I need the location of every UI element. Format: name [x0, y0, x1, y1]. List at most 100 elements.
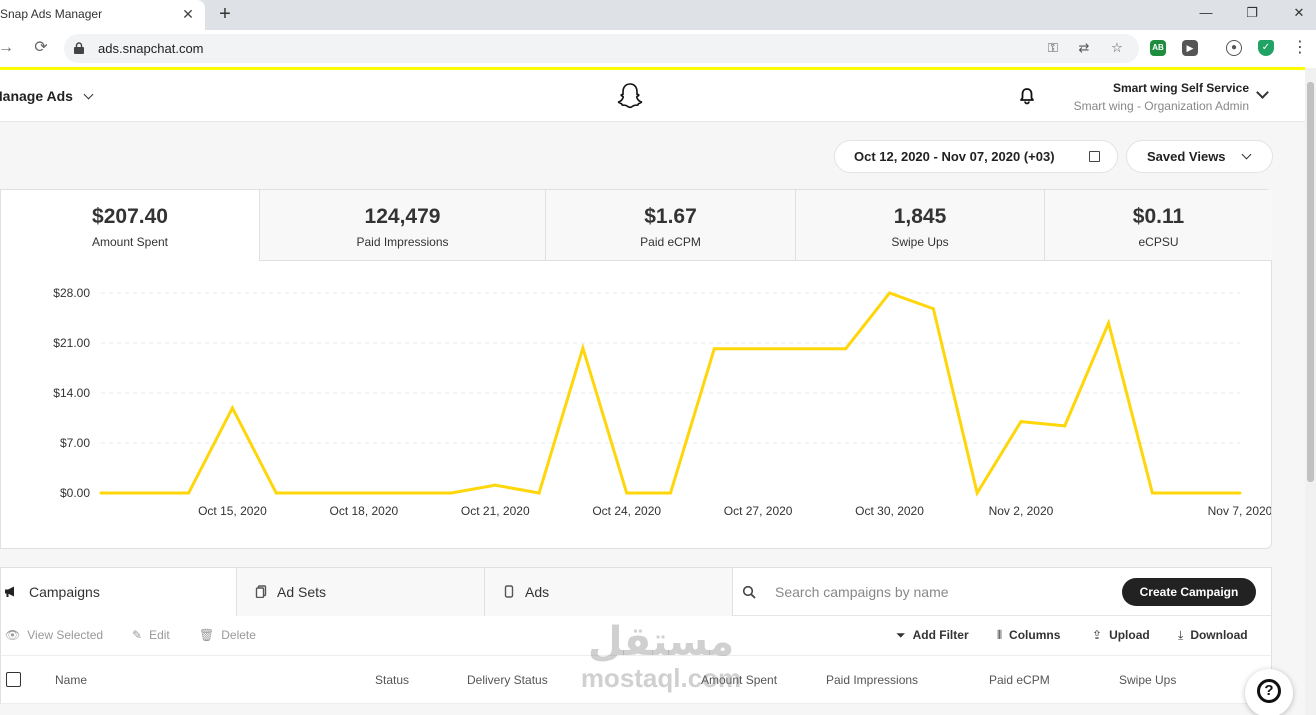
data-point[interactable] — [1150, 491, 1154, 495]
address-bar[interactable]: ads.snapchat.com ⚿ ⇄ ☆ — [64, 34, 1139, 63]
data-point[interactable] — [493, 483, 497, 487]
star-icon[interactable]: ☆ — [1111, 40, 1123, 55]
column-header-paid-ecpm[interactable]: Paid eCPM — [989, 673, 1050, 687]
scrollbar-thumb[interactable] — [1307, 82, 1314, 482]
search-icon — [742, 585, 756, 599]
data-point[interactable] — [975, 491, 979, 495]
data-point[interactable] — [537, 491, 541, 495]
y-tick-label: $0.00 — [60, 486, 90, 500]
page-scrollbar[interactable] — [1305, 68, 1316, 715]
download-button[interactable]: ⤓ Download — [1178, 628, 1248, 643]
data-point[interactable] — [1238, 491, 1242, 495]
data-point[interactable] — [888, 291, 892, 295]
upload-button[interactable]: ⇪ Upload — [1092, 628, 1150, 642]
ad-sets-icon — [255, 585, 267, 598]
delete-button[interactable]: 🗑 Delete — [199, 628, 256, 642]
reload-icon[interactable]: ⟳ — [34, 39, 48, 56]
columns-button[interactable]: ⫴ Columns — [997, 628, 1060, 643]
y-tick-label: $14.00 — [53, 386, 90, 400]
column-header-swipe-ups[interactable]: Swipe Ups — [1119, 673, 1177, 687]
restore-icon[interactable]: ❐ — [1246, 5, 1258, 20]
metric-tab-amount-spent[interactable]: $207.40 Amount Spent — [1, 190, 260, 261]
notification-bell-icon[interactable] — [1018, 87, 1036, 105]
metric-value: $0.11 — [1132, 205, 1185, 228]
tab-campaigns[interactable]: Campaigns — [1, 568, 237, 616]
data-point[interactable] — [800, 347, 804, 351]
data-point[interactable] — [581, 346, 585, 350]
help-button[interactable]: ? — [1245, 669, 1293, 715]
data-point[interactable] — [1063, 424, 1067, 428]
action-label: Upload — [1109, 628, 1150, 642]
data-point[interactable] — [625, 491, 629, 495]
action-label: Add Filter — [912, 628, 969, 642]
forward-icon[interactable]: → — [0, 39, 14, 56]
snapchat-ghost-icon[interactable] — [617, 82, 643, 110]
tab-ads[interactable]: Ads — [485, 568, 733, 616]
metric-tab-ecpsu[interactable]: $0.11 eCPSU — [1045, 190, 1272, 261]
data-point[interactable] — [99, 491, 103, 495]
x-tick-label: Oct 24, 2020 — [592, 504, 661, 518]
profile-icon[interactable]: ● — [1226, 40, 1242, 56]
x-tick-label: Oct 21, 2020 — [461, 504, 530, 518]
data-point[interactable] — [1107, 321, 1111, 325]
calendar-icon — [1089, 151, 1100, 162]
data-point[interactable] — [931, 307, 935, 311]
trash-icon: 🗑 — [199, 628, 215, 642]
view-selected-button[interactable]: 👁 View Selected — [5, 628, 103, 642]
translate-icon[interactable]: ⇄ — [1078, 40, 1090, 55]
add-filter-button[interactable]: ⏷ Add Filter — [896, 628, 969, 643]
data-point[interactable] — [844, 347, 848, 351]
browser-tab[interactable]: Snap Ads Manager ✕ — [0, 0, 205, 30]
data-point[interactable] — [362, 491, 366, 495]
metric-tab-swipe-ups[interactable]: 1,845 Swipe Ups — [796, 190, 1045, 261]
data-point[interactable] — [756, 347, 760, 351]
data-point[interactable] — [1194, 491, 1198, 495]
column-header-paid-impressions[interactable]: Paid Impressions — [826, 673, 919, 687]
metric-value: 124,479 — [364, 205, 441, 228]
download-icon: ⤓ — [1178, 628, 1184, 642]
org-chevron-down-icon[interactable] — [1256, 86, 1269, 99]
column-header-status[interactable]: Status — [375, 673, 410, 687]
org-name[interactable]: Smart wing Self Service — [1112, 81, 1249, 95]
chevron-down-icon — [1241, 149, 1252, 160]
data-point[interactable] — [230, 406, 234, 410]
column-header-amount-spent[interactable]: Amount Spent — [701, 673, 778, 687]
brand-accent-line — [0, 67, 1305, 70]
create-campaign-button[interactable]: Create Campaign — [1122, 578, 1256, 606]
data-point[interactable] — [274, 491, 278, 495]
data-point[interactable] — [1019, 420, 1023, 424]
action-label: View Selected — [27, 628, 104, 642]
minimize-icon[interactable]: — — [1199, 5, 1213, 20]
data-point[interactable] — [449, 491, 453, 495]
amount-spent-line-chart: $0.00 $7.00 $14.00 $21.00 $28.00 Oct 15, 2020… — [53, 286, 1271, 518]
data-point[interactable] — [669, 491, 672, 495]
saved-views-dropdown[interactable]: Saved Views — [1126, 140, 1273, 173]
data-point[interactable] — [406, 491, 410, 495]
adblock-extension-icon[interactable]: AB — [1150, 40, 1166, 56]
column-header-name[interactable]: Name — [55, 673, 88, 687]
new-tab-icon[interactable]: + — [219, 3, 231, 25]
metric-label: Paid eCPM — [640, 235, 701, 249]
close-tab-icon[interactable]: ✕ — [182, 6, 194, 22]
column-header-delivery-status[interactable]: Delivery Status — [467, 673, 548, 687]
shield-extension-icon[interactable]: ✓ — [1258, 40, 1274, 56]
select-all-checkbox[interactable] — [6, 672, 21, 687]
edit-button[interactable]: ✎ Edit — [132, 628, 170, 642]
date-range-picker[interactable]: Oct 12, 2020 - Nov 07, 2020 (+03) — [834, 140, 1118, 173]
browser-toolbar: → ⟳ ads.snapchat.com ⚿ ⇄ ☆ AB ▶ ● ✓ ⋮ — [0, 30, 1316, 68]
browser-menu-icon[interactable]: ⋮ — [1292, 39, 1308, 56]
video-extension-icon[interactable]: ▶ — [1182, 40, 1198, 56]
metric-tab-paid-impressions[interactable]: 124,479 Paid Impressions — [260, 190, 546, 261]
data-point[interactable] — [712, 347, 716, 351]
data-point[interactable] — [143, 491, 147, 495]
data-point[interactable] — [187, 491, 191, 495]
org-role: Smart wing - Organization Admin — [1073, 99, 1249, 113]
data-point[interactable] — [318, 491, 322, 495]
key-icon[interactable]: ⚿ — [1048, 40, 1058, 55]
window-close-icon[interactable]: ✕ — [1293, 5, 1305, 20]
tab-ad-sets[interactable]: Ad Sets — [237, 568, 485, 616]
pencil-icon: ✎ — [132, 628, 143, 642]
campaign-search-input[interactable] — [765, 578, 1095, 606]
metric-tab-paid-ecpm[interactable]: $1.67 Paid eCPM — [546, 190, 796, 261]
manage-ads-menu[interactable]: Manage Ads — [0, 88, 94, 104]
